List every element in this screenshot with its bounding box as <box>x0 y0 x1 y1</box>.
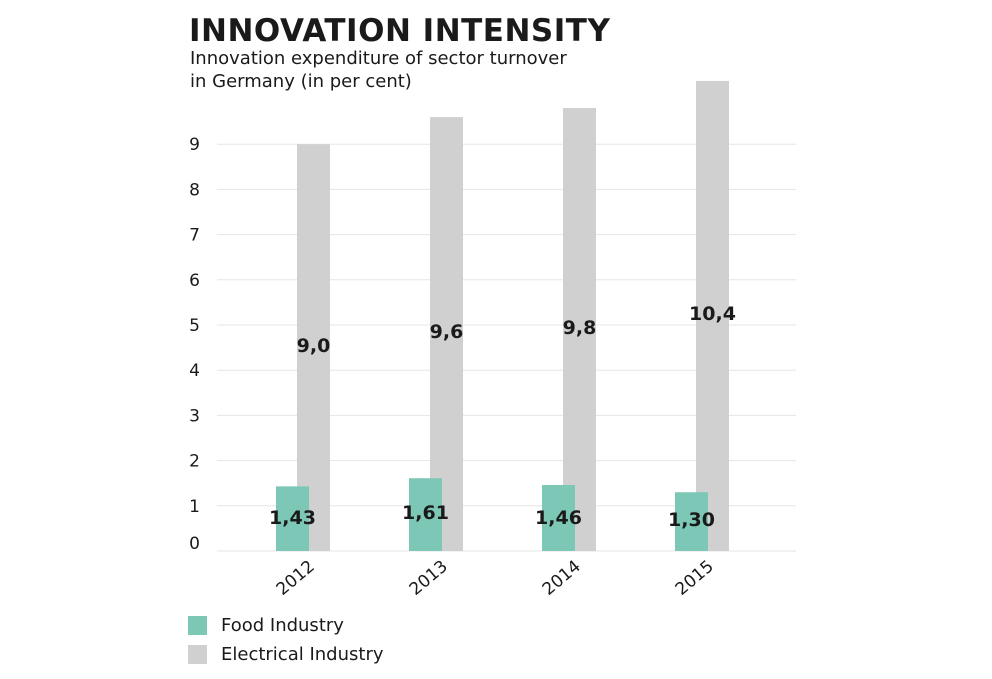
data-label-food-industry-2014: 1,46 <box>535 507 582 529</box>
bar-food-industry-2013 <box>409 478 442 551</box>
y-tick-label-5: 5 <box>189 316 200 336</box>
y-tick-label-4: 4 <box>189 361 200 381</box>
data-label-food-industry-2012: 1,43 <box>269 507 316 529</box>
y-tick-label-6: 6 <box>189 271 200 291</box>
bar-electrical-industry-2015 <box>696 80 729 552</box>
legend-label-food-industry: Food Industry <box>221 614 344 636</box>
bars <box>276 80 729 552</box>
data-label-electrical-industry-2012: 9,0 <box>297 335 331 357</box>
bar-food-industry-2015 <box>675 492 708 551</box>
y-axis-ticks: 0 1 2 3 4 5 6 7 8 9 <box>189 135 200 554</box>
data-label-electrical-industry-2013: 9,6 <box>430 321 464 343</box>
data-label-food-industry-2015: 1,30 <box>668 509 715 531</box>
y-tick-label-3: 3 <box>189 406 200 426</box>
legend-swatch-food-industry <box>188 615 207 635</box>
y-tick-label-7: 7 <box>189 226 200 246</box>
legend-item-food-industry: Food Industry <box>188 614 344 636</box>
x-tick-label-2013: 2013 <box>406 557 452 600</box>
y-tick-label-0: 0 <box>189 534 200 554</box>
chart-subtitle-line-2: in Germany (in per cent) <box>190 71 412 92</box>
chart-subtitle-line-1: Innovation expenditure of sector turnove… <box>190 48 567 69</box>
x-axis-ticks: 2012 2013 2014 2015 <box>273 557 718 600</box>
bar-food-industry-2012 <box>276 486 309 551</box>
legend-swatch-electrical-industry <box>188 644 207 664</box>
y-tick-label-1: 1 <box>189 497 200 517</box>
chart-title: INNOVATION INTENSITY <box>189 13 611 49</box>
legend-label-electrical-industry: Electrical Industry <box>221 643 384 665</box>
data-label-electrical-industry-2015: 10,4 <box>689 303 736 325</box>
x-tick-label-2014: 2014 <box>539 557 585 600</box>
y-tick-label-8: 8 <box>189 180 200 200</box>
x-tick-label-2012: 2012 <box>273 557 319 600</box>
data-label-electrical-industry-2014: 9,8 <box>563 317 597 339</box>
x-tick-label-2015: 2015 <box>672 557 718 600</box>
y-tick-label-2: 2 <box>189 452 200 472</box>
data-labels: 9,0 1,43 9,6 1,61 9,8 1,46 10,4 1,30 <box>269 303 736 531</box>
y-tick-label-9: 9 <box>189 135 200 155</box>
bar-electrical-industry-2014 <box>563 108 596 551</box>
data-label-food-industry-2013: 1,61 <box>402 502 449 524</box>
bar-food-industry-2014 <box>542 485 575 551</box>
legend-item-electrical-industry: Electrical Industry <box>188 643 384 665</box>
bar-electrical-industry-2012 <box>297 144 330 551</box>
